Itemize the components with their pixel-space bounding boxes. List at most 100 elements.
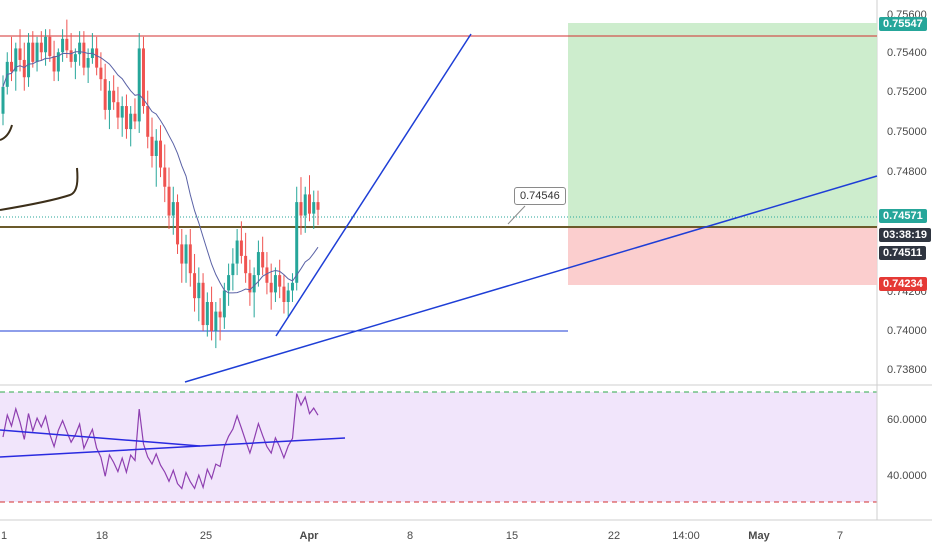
candle-body[interactable]: [159, 140, 162, 168]
candle-body[interactable]: [256, 252, 260, 276]
candle-body[interactable]: [14, 48, 18, 72]
candle-body[interactable]: [95, 48, 99, 68]
candle-body[interactable]: [31, 42, 35, 62]
candle-body[interactable]: [154, 140, 158, 156]
candle-body[interactable]: [56, 52, 60, 72]
candle-body[interactable]: [1, 86, 5, 114]
candle-body[interactable]: [78, 42, 82, 55]
candle-body[interactable]: [197, 282, 201, 299]
candle-body[interactable]: [22, 59, 26, 78]
time-label-9: 7: [836, 530, 844, 542]
stop-price-tag[interactable]: 0.74234: [879, 277, 927, 291]
curved-drawing[interactable]: [0, 167, 79, 211]
price-tick-3: 0.75000: [887, 126, 927, 138]
candle-body[interactable]: [312, 202, 316, 214]
candle-body[interactable]: [120, 106, 124, 118]
candle-body[interactable]: [218, 311, 222, 318]
countdown-tag: 03:38:19: [879, 228, 932, 242]
candle-body[interactable]: [35, 42, 39, 62]
candle-body[interactable]: [201, 282, 205, 326]
candle-body[interactable]: [167, 186, 171, 216]
loss-zone[interactable]: [568, 227, 877, 285]
candle-body[interactable]: [295, 202, 299, 283]
candle-body[interactable]: [124, 106, 128, 130]
moving-average-line: [2, 51, 319, 294]
candle-body[interactable]: [116, 102, 120, 118]
candle-body[interactable]: [227, 275, 231, 291]
candle-body[interactable]: [146, 106, 150, 137]
candle-body[interactable]: [299, 202, 303, 216]
candle-body[interactable]: [73, 54, 77, 62]
steep-trend-line[interactable]: [275, 33, 472, 337]
time-label-3: Apr: [299, 530, 319, 542]
candle-body[interactable]: [48, 36, 52, 57]
candle-body[interactable]: [269, 282, 273, 293]
candle-body[interactable]: [248, 273, 252, 293]
candle-body[interactable]: [235, 240, 239, 264]
price-tick-7: 0.73800: [887, 364, 927, 376]
candle-body[interactable]: [244, 255, 248, 274]
candle-body[interactable]: [290, 282, 294, 291]
candle-body[interactable]: [261, 252, 265, 268]
target-price-tag[interactable]: 0.74571: [879, 209, 927, 223]
candle-body[interactable]: [210, 302, 214, 331]
candle-body[interactable]: [303, 194, 307, 216]
candle-body[interactable]: [141, 48, 145, 107]
candle-body[interactable]: [10, 61, 14, 72]
time-label-5: 15: [505, 530, 519, 542]
candle-body[interactable]: [44, 36, 48, 53]
candle-body[interactable]: [265, 267, 269, 283]
candle-body[interactable]: [307, 194, 311, 214]
candle-body[interactable]: [171, 202, 175, 216]
candle-body[interactable]: [99, 67, 103, 80]
rsi-trend-line-down[interactable]: [0, 429, 201, 447]
candle-body[interactable]: [107, 90, 111, 110]
candle-body[interactable]: [18, 48, 22, 60]
current-price-tag[interactable]: 0.75547: [879, 17, 927, 31]
last-price-tag[interactable]: 0.74511: [879, 246, 927, 260]
candle-body[interactable]: [286, 290, 290, 302]
price-tick-2: 0.75200: [887, 86, 927, 98]
candle-body[interactable]: [176, 202, 180, 245]
candle-body[interactable]: [205, 302, 209, 326]
candle-body[interactable]: [150, 136, 154, 156]
candle-body[interactable]: [282, 286, 286, 302]
candle-body[interactable]: [239, 240, 243, 256]
candle-body[interactable]: [69, 50, 73, 62]
candle-body[interactable]: [163, 167, 167, 187]
candle-body[interactable]: [278, 275, 282, 287]
candle-body[interactable]: [214, 311, 218, 331]
profit-zone[interactable]: [568, 23, 877, 227]
candle-body[interactable]: [52, 56, 56, 72]
rsi-trend-line-up[interactable]: [0, 437, 346, 458]
time-label-1: 18: [95, 530, 109, 542]
price-tick-1: 0.75400: [887, 47, 927, 59]
candle-body[interactable]: [103, 79, 107, 110]
candles-group: [1, 19, 320, 349]
candle-body[interactable]: [86, 58, 90, 68]
candle-body[interactable]: [137, 48, 141, 122]
candle-body[interactable]: [188, 244, 192, 274]
curved-drawing-left[interactable]: [0, 124, 13, 141]
price-callout[interactable]: 0.74546: [514, 187, 566, 205]
candle-body[interactable]: [193, 273, 197, 299]
candle-body[interactable]: [184, 244, 188, 264]
candle-body[interactable]: [133, 113, 137, 122]
time-label-4: 8: [406, 530, 414, 542]
candle-body[interactable]: [252, 275, 256, 293]
candle-body[interactable]: [231, 263, 235, 276]
candle-body[interactable]: [129, 113, 133, 130]
long-trend-line[interactable]: [184, 175, 878, 383]
candle-body[interactable]: [112, 90, 116, 103]
candle-body[interactable]: [316, 202, 320, 210]
candle-body[interactable]: [273, 275, 277, 293]
candle-body[interactable]: [180, 244, 184, 264]
time-label-0: 1: [0, 530, 8, 542]
candle-body[interactable]: [82, 42, 86, 68]
candle-body[interactable]: [222, 290, 226, 318]
candle-body[interactable]: [39, 42, 43, 53]
candle-body[interactable]: [65, 38, 69, 51]
candle-body[interactable]: [61, 38, 65, 53]
candle-body[interactable]: [27, 42, 31, 78]
